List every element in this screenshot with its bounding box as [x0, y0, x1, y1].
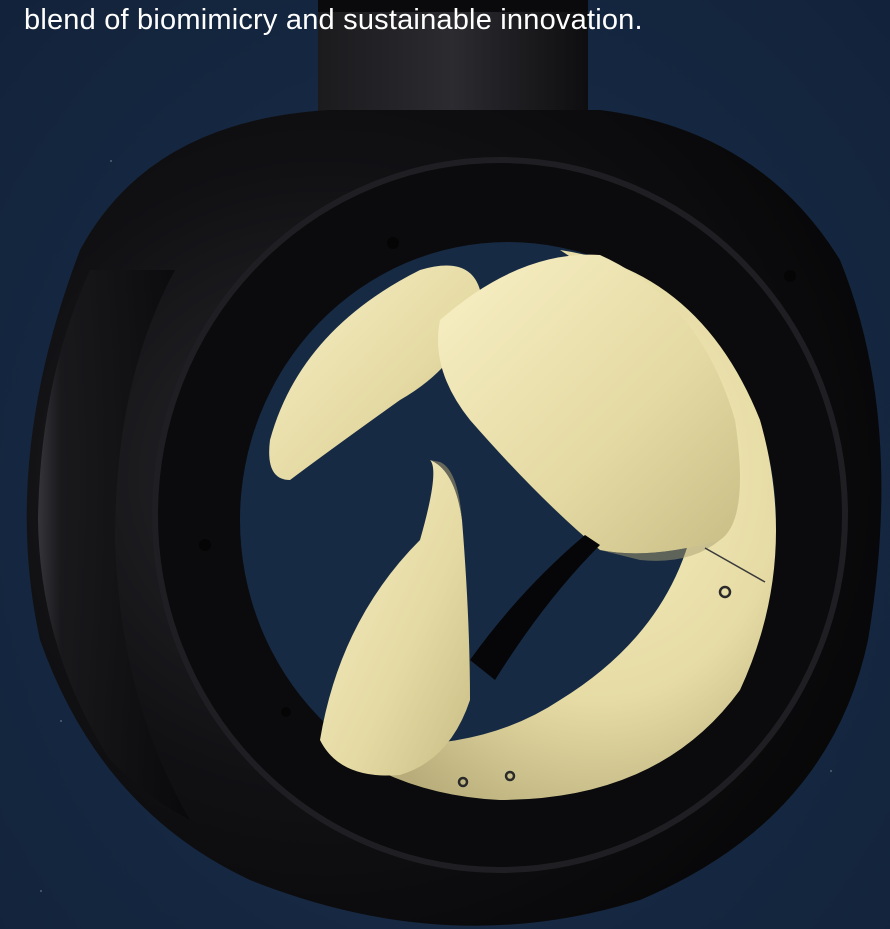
particle	[40, 890, 42, 892]
particle	[830, 770, 832, 772]
caption-text: blend of biomimicry and sustainable inno…	[24, 4, 643, 36]
particle	[60, 720, 62, 722]
particle	[110, 160, 112, 162]
